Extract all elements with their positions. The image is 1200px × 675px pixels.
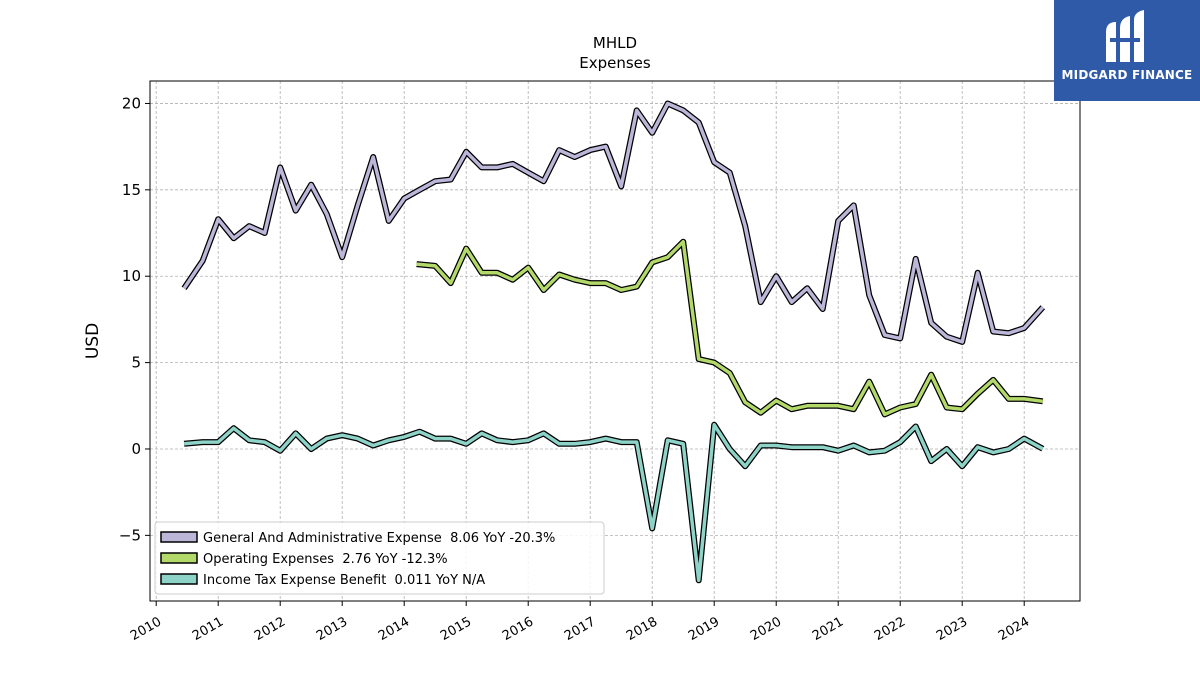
legend-label: Income Tax Expense Benefit 0.011 YoY N/A [203, 573, 485, 588]
y-tick-label: 15 [122, 181, 141, 199]
midgard-logo-icon [1106, 10, 1144, 62]
x-tick-label: 2019 [686, 614, 722, 644]
y-tick-label: 5 [131, 354, 141, 372]
series-lines [181, 100, 1046, 584]
x-tick-label: 2023 [934, 614, 970, 644]
y-tick-label: 0 [131, 440, 141, 458]
legend: General And Administrative Expense 8.06 … [154, 521, 605, 595]
chart-title: MHLD [593, 34, 637, 52]
x-tick-label: 2017 [562, 614, 598, 644]
legend-swatch [160, 531, 198, 543]
x-tick-label: 2024 [996, 614, 1032, 644]
y-axis-label: USD [83, 323, 103, 359]
plot-frame [149, 80, 1081, 602]
legend-label: General And Administrative Expense 8.06 … [203, 531, 555, 546]
x-tick-label: 2016 [500, 614, 536, 644]
x-tick-label: 2021 [810, 614, 846, 644]
chart-subtitle: Expenses [579, 54, 651, 72]
x-tick-label: 2020 [748, 614, 784, 644]
legend-label: Operating Expenses 2.76 YoY -12.3% [203, 552, 448, 567]
logo-text: MIDGARD FINANCE [1061, 68, 1193, 82]
midgard-finance-logo: MIDGARD FINANCE [1054, 0, 1200, 101]
x-tick-label: 2022 [872, 614, 908, 644]
series-line [183, 423, 1044, 583]
series-line [182, 101, 1045, 344]
legend-swatch [160, 573, 198, 585]
x-tick-label: 2011 [190, 614, 226, 644]
x-tick-label: 2015 [438, 614, 474, 644]
series-line-outline [181, 100, 1046, 345]
legend-swatch [160, 552, 198, 564]
series-line [416, 239, 1044, 417]
y-tick-label: 20 [122, 94, 141, 112]
x-tick-label: 2010 [128, 614, 164, 644]
y-tick-label: −5 [119, 526, 141, 544]
x-tick-label: 2013 [314, 614, 350, 644]
series-line-outline [416, 238, 1044, 418]
legend-box [154, 521, 605, 595]
x-tick-label: 2012 [252, 614, 288, 644]
y-tick-label: 10 [122, 267, 141, 285]
x-axis: 2010 2011 2012 2013 2014 2015 2016 2017 2018 2019… [128, 601, 1032, 644]
y-axis: −5 0 5 10 15 20 [119, 94, 150, 544]
x-tick-label: 2018 [624, 614, 660, 644]
x-tick-label: 2014 [376, 614, 412, 644]
